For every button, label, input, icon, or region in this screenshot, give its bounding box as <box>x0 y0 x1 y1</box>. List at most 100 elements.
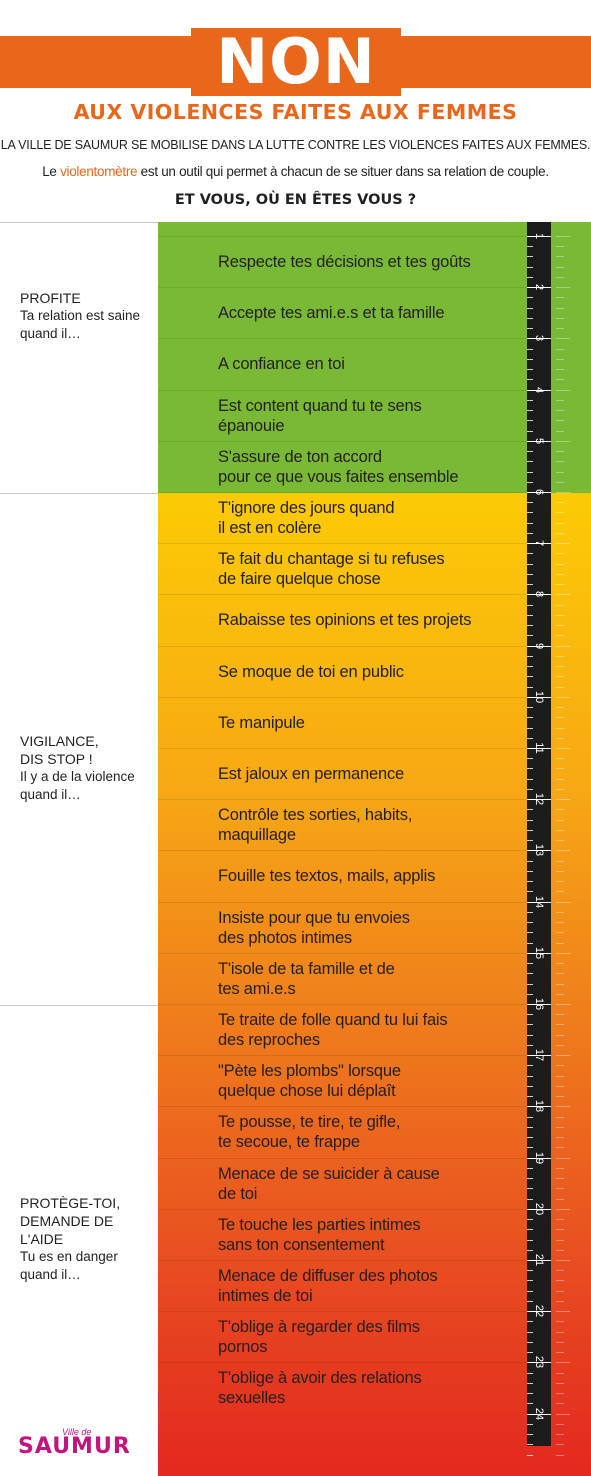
zone-title: PROFITE <box>20 290 81 306</box>
ruler-minor-tick <box>527 738 533 739</box>
scale-mark <box>556 902 570 903</box>
ruler-minor-tick <box>527 1444 533 1445</box>
item-line: Menace de se suicider à cause <box>218 1164 440 1183</box>
item-text: Menace de se suicider à cause de toi <box>218 1164 440 1204</box>
row-divider <box>158 1106 527 1107</box>
tool-description: Le violentomètre est un outil qui permet… <box>0 164 591 179</box>
violence-item: Fouille tes textos, mails, applis <box>158 850 527 901</box>
scale-mark <box>556 738 564 739</box>
page-subtitle: AUX VIOLENCES FAITES AUX FEMMES <box>73 100 518 124</box>
ruler-minor-tick <box>527 349 533 350</box>
item-line: "Pète les plombs" lorsque <box>218 1061 401 1080</box>
ruler-minor-tick <box>527 1188 533 1189</box>
row-divider <box>158 543 527 544</box>
scale-mark <box>556 1086 564 1087</box>
ruler-minor-tick <box>527 820 533 821</box>
ruler-minor-tick <box>527 451 533 452</box>
item-text: Accepte tes ami.e.s et ta famille <box>218 303 445 323</box>
item-line: sexuelles <box>218 1388 285 1407</box>
scale-mark <box>556 420 564 421</box>
ruler-minor-tick <box>527 472 533 473</box>
item-line: de toi <box>218 1184 258 1203</box>
ruler-minor-tick <box>527 809 533 810</box>
ruler-tick <box>527 1106 551 1107</box>
scale-mark <box>556 1270 564 1271</box>
ruler-minor-tick <box>527 1045 533 1046</box>
ruler-tick <box>527 953 551 954</box>
scale-mark <box>556 236 570 237</box>
violence-item: Accepte tes ami.e.s et ta famille <box>158 287 527 338</box>
row-divider <box>158 1158 527 1159</box>
item-line: Accepte tes ami.e.s et ta famille <box>218 303 445 322</box>
item-line: intimes de toi <box>218 1286 313 1305</box>
row-divider <box>158 646 527 647</box>
ruler-number: 13 <box>533 843 545 857</box>
ruler-tick <box>527 1004 551 1005</box>
ruler-minor-tick <box>527 1291 533 1292</box>
ruler-tick <box>527 236 551 237</box>
item-text: Te manipule <box>218 713 305 733</box>
scale-mark <box>556 646 570 647</box>
row-divider <box>158 697 527 698</box>
item-line: Te pousse, te tire, te gifle, <box>218 1112 401 1131</box>
scale-mark <box>556 1393 564 1394</box>
scale-mark <box>556 1311 570 1312</box>
scale-mark <box>556 1065 564 1066</box>
scale-mark <box>556 809 564 810</box>
item-text: Fouille tes textos, mails, applis <box>218 866 435 886</box>
scale-mark <box>556 1045 564 1046</box>
row-divider <box>158 441 527 442</box>
ruler-minor-tick <box>527 533 533 534</box>
ruler-minor-tick <box>527 1096 533 1097</box>
ruler-minor-tick <box>527 656 533 657</box>
row-divider <box>158 799 527 800</box>
ruler-minor-tick <box>527 1424 533 1425</box>
ruler-minor-tick <box>527 1434 533 1435</box>
item-line: T'ignore des jours quand <box>218 498 395 517</box>
violence-item: Contrôle tes sorties, habits, maquillage <box>158 799 527 850</box>
ruler-minor-tick <box>527 687 533 688</box>
ruler-minor-tick <box>527 615 533 616</box>
violence-item: "Pète les plombs" lorsque quelque chose l… <box>158 1055 527 1106</box>
zone-text: quand il… <box>20 787 81 802</box>
ruler-tick <box>527 543 551 544</box>
ruler-number: 19 <box>533 1151 545 1165</box>
scale-mark <box>556 1383 564 1384</box>
item-line: des photos intimes <box>218 928 352 947</box>
scale-mark <box>556 359 564 360</box>
zone-text: Tu es en danger <box>20 1249 118 1264</box>
item-line: A confiance en toi <box>218 354 345 373</box>
item-line: Respecte tes décisions et tes goûts <box>218 252 471 271</box>
question-heading: ET VOUS, OÙ EN ÊTES VOUS ? <box>174 192 417 208</box>
scale-mark <box>556 338 570 339</box>
row-divider <box>158 594 527 595</box>
item-text: A confiance en toi <box>218 354 345 374</box>
ruler-tick <box>527 748 551 749</box>
ruler-minor-tick <box>527 523 533 524</box>
scale-mark <box>556 451 564 452</box>
scale-mark <box>556 328 564 329</box>
scale-mark <box>556 1147 564 1148</box>
scale-mark <box>556 1127 564 1128</box>
row-divider <box>158 850 527 851</box>
title-banner: NON ! <box>0 28 591 164</box>
ruler-number: 9 <box>533 642 545 650</box>
ruler-minor-tick <box>527 308 533 309</box>
scale-mark <box>556 400 564 401</box>
scale-mark <box>556 1024 564 1025</box>
row-divider <box>158 492 527 493</box>
scale-mark <box>556 308 564 309</box>
scale-mark <box>556 1199 564 1200</box>
ruler-tick <box>527 1311 551 1312</box>
ruler: 1 2 3 4 5 6 7 8 9 10 11 12 13 14 15 16 17 18 19 20 21 22 23 24 <box>527 222 551 1456</box>
scale-mark <box>556 543 570 544</box>
ruler-minor-tick <box>527 267 533 268</box>
scale-mark <box>556 779 564 780</box>
ruler-minor-tick <box>527 1403 533 1404</box>
item-line: Est jaloux en permanence <box>218 764 404 783</box>
item-text: Contrôle tes sorties, habits, maquillage <box>218 805 412 845</box>
row-divider <box>158 902 527 903</box>
scale-mark <box>556 594 570 595</box>
ruler-number: 16 <box>533 997 545 1011</box>
green-band <box>158 222 591 493</box>
